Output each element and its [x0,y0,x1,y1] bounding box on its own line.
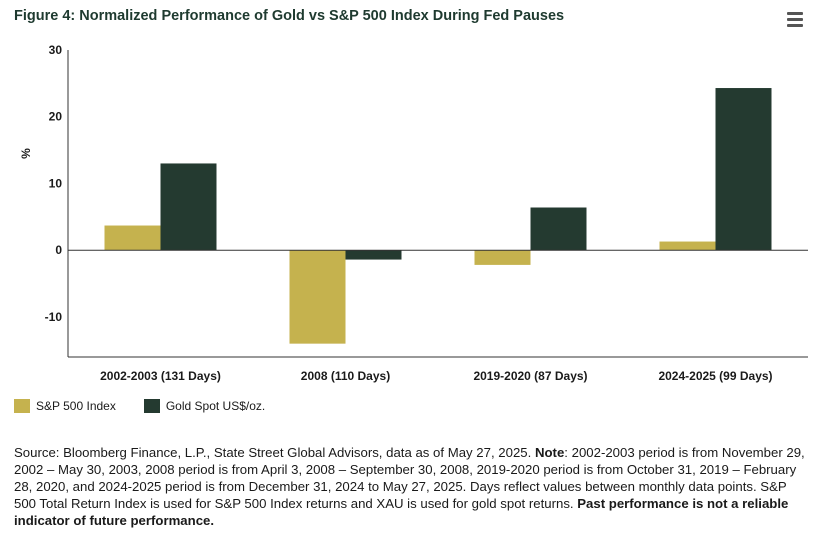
legend: S&P 500 Index Gold Spot US$/oz. [14,399,293,413]
legend-label-gold: Gold Spot US$/oz. [165,399,266,413]
y-axis: 30 20 10 0 -10% [19,43,69,357]
legend-item-sp500[interactable]: S&P 500 Index [14,399,116,413]
legend-label-sp500: S&P 500 Index [36,399,116,413]
bar-gold-spot-us-oz-2002-2003-131-days [160,163,217,251]
x-category-label: 2019-2020 (87 Days) [473,369,587,383]
bar-s-p-500-index-2008-110-days [289,250,346,344]
bar-gold-spot-us-oz-2008-110-days [345,250,402,260]
chart-plot: 30 20 10 0 -10% 2002-2003 (131 Days) 2008 (11… [19,43,808,383]
footnote-note-text: : 2002-2003 period is from November 29, … [14,445,805,511]
bars [104,88,772,344]
y-tick-label: 10 [49,176,63,190]
y-tick-label: 0 [55,243,62,257]
y-tick-label: -10 [45,310,63,324]
x-category-label: 2008 (110 Days) [301,369,390,383]
y-axis-label: % [19,148,33,159]
bar-s-p-500-index-2024-2025-99-days [659,241,716,251]
legend-swatch-sp500 [14,399,30,413]
footnote-disclaimer: Past performance is not a reliable indic… [14,496,789,528]
y-tick-label: 30 [49,43,63,57]
x-category-label: 2002-2003 (131 Days) [100,369,221,383]
legend-item-gold[interactable]: Gold Spot US$/oz. [143,399,266,413]
bar-gold-spot-us-oz-2019-2020-87-days [530,207,587,251]
footnote: Source: Bloomberg Finance, L.P., State S… [14,444,809,529]
x-category-label: 2024-2025 (99 Days) [658,369,772,383]
footnote-source: Source: Bloomberg Finance, L.P., State S… [14,445,535,460]
footnote-note-label: Note [534,445,565,460]
hamburger-menu-icon[interactable] [785,9,807,29]
x-axis: 2002-2003 (131 Days) 2008 (110 Days) 2019-… [68,249,808,383]
bar-gold-spot-us-oz-2024-2025-99-days [715,88,772,251]
y-tick-label: 20 [49,110,63,124]
legend-swatch-gold [143,399,160,413]
bar-s-p-500-index-2019-2020-87-days [474,250,531,265]
bar-s-p-500-index-2002-2003-131-days [104,225,161,251]
chart-title: Figure 4: Normalized Performance of Gold… [14,8,565,24]
